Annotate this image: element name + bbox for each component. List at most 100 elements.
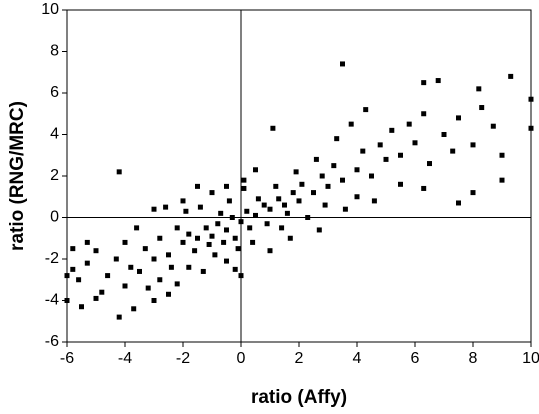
point bbox=[389, 127, 395, 133]
point bbox=[209, 190, 215, 196]
point bbox=[348, 121, 354, 127]
point bbox=[134, 225, 140, 231]
point bbox=[421, 111, 427, 117]
point bbox=[421, 80, 427, 86]
point bbox=[412, 140, 418, 146]
point bbox=[398, 152, 403, 158]
x-tick-label: 2 bbox=[295, 350, 304, 367]
point bbox=[215, 221, 221, 227]
point bbox=[116, 169, 122, 175]
point bbox=[238, 219, 244, 225]
point bbox=[369, 173, 374, 179]
point bbox=[151, 256, 157, 262]
point bbox=[354, 167, 360, 173]
point bbox=[250, 239, 256, 245]
point bbox=[224, 258, 229, 264]
point bbox=[203, 225, 209, 231]
point bbox=[180, 198, 186, 204]
point bbox=[197, 204, 203, 210]
point bbox=[490, 123, 496, 129]
point bbox=[122, 283, 128, 289]
point bbox=[241, 185, 247, 191]
point bbox=[441, 132, 447, 137]
point bbox=[287, 235, 293, 241]
point bbox=[499, 177, 505, 183]
point bbox=[93, 295, 99, 301]
point bbox=[360, 148, 366, 154]
point bbox=[226, 198, 232, 204]
point bbox=[313, 156, 319, 162]
point bbox=[186, 264, 192, 270]
point bbox=[157, 277, 163, 283]
x-tick-label: 8 bbox=[469, 350, 478, 367]
point bbox=[151, 298, 157, 303]
y-tick-label: 0 bbox=[50, 209, 59, 226]
point bbox=[64, 273, 70, 279]
point bbox=[316, 227, 322, 233]
point bbox=[180, 239, 186, 245]
point bbox=[508, 73, 514, 79]
point bbox=[273, 183, 279, 189]
point bbox=[99, 289, 105, 295]
point bbox=[151, 206, 157, 212]
x-tick-label: 0 bbox=[237, 350, 246, 367]
y-tick-label: -6 bbox=[45, 333, 59, 350]
point bbox=[299, 181, 305, 187]
point bbox=[398, 181, 403, 187]
point bbox=[371, 198, 377, 204]
point bbox=[122, 239, 128, 245]
point bbox=[528, 125, 534, 131]
point bbox=[470, 190, 476, 196]
point bbox=[195, 183, 200, 189]
x-tick-label: -4 bbox=[118, 350, 132, 367]
point bbox=[244, 208, 250, 214]
point bbox=[105, 273, 111, 279]
point bbox=[284, 210, 290, 216]
point bbox=[84, 260, 90, 266]
point bbox=[354, 194, 360, 200]
point bbox=[166, 252, 171, 258]
point bbox=[142, 246, 148, 252]
point bbox=[93, 248, 99, 254]
point bbox=[209, 233, 215, 239]
point bbox=[279, 225, 285, 231]
point bbox=[232, 266, 238, 272]
point bbox=[270, 125, 276, 131]
point bbox=[212, 252, 218, 258]
x-tick-label: 6 bbox=[411, 350, 420, 367]
point bbox=[435, 78, 441, 84]
x-tick-label: 10 bbox=[522, 350, 539, 367]
point bbox=[79, 304, 84, 310]
point bbox=[363, 107, 369, 113]
point bbox=[456, 115, 461, 121]
y-tick-label: 10 bbox=[41, 1, 59, 18]
y-tick-label: 8 bbox=[50, 43, 59, 60]
point bbox=[305, 215, 311, 220]
point bbox=[276, 196, 282, 202]
point bbox=[229, 215, 235, 220]
point bbox=[238, 273, 244, 279]
point bbox=[499, 152, 505, 158]
point bbox=[421, 185, 427, 191]
point bbox=[282, 202, 287, 208]
point bbox=[377, 142, 383, 148]
point bbox=[200, 268, 206, 274]
point bbox=[235, 246, 241, 252]
point bbox=[342, 206, 348, 212]
point bbox=[192, 248, 198, 254]
point bbox=[128, 264, 134, 270]
point bbox=[113, 256, 119, 262]
point bbox=[427, 161, 432, 167]
y-tick-label: -4 bbox=[45, 292, 59, 309]
point bbox=[174, 225, 180, 231]
point bbox=[166, 291, 171, 297]
point bbox=[334, 136, 340, 142]
y-tick-label: -2 bbox=[45, 250, 59, 267]
point bbox=[70, 246, 76, 252]
point bbox=[340, 61, 345, 67]
point bbox=[322, 202, 328, 208]
point bbox=[253, 167, 258, 173]
point bbox=[186, 231, 192, 237]
point bbox=[195, 235, 200, 241]
